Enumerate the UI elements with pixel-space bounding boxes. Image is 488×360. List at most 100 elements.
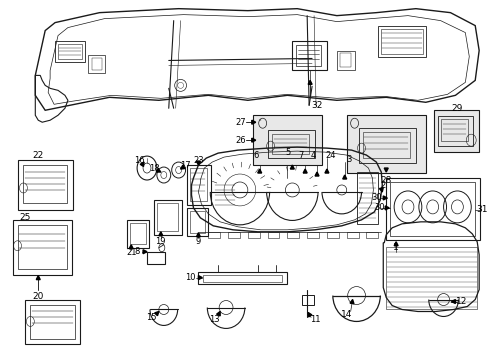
Text: 32: 32 — [311, 101, 322, 110]
Bar — [358, 128, 415, 163]
Bar — [23, 165, 67, 203]
Text: 8: 8 — [134, 247, 140, 256]
Bar — [58, 44, 81, 59]
Bar — [87, 55, 105, 73]
Text: 27: 27 — [235, 118, 246, 127]
Text: 16: 16 — [134, 156, 144, 165]
Text: 7: 7 — [298, 150, 303, 159]
Bar — [336, 50, 354, 71]
Bar — [198, 272, 287, 284]
Bar — [55, 41, 84, 62]
Bar — [437, 116, 472, 146]
Bar — [157, 203, 177, 231]
Bar — [227, 232, 240, 238]
Bar — [356, 172, 378, 224]
Bar — [91, 58, 102, 71]
Bar — [186, 165, 211, 205]
Bar — [389, 182, 474, 236]
Polygon shape — [290, 165, 294, 169]
Polygon shape — [196, 161, 200, 165]
Bar — [30, 305, 75, 339]
Bar — [366, 232, 378, 238]
Polygon shape — [251, 120, 255, 124]
Text: 18: 18 — [148, 163, 159, 172]
Polygon shape — [314, 172, 318, 176]
Polygon shape — [143, 250, 147, 254]
Bar — [346, 232, 358, 238]
Polygon shape — [307, 80, 311, 84]
Polygon shape — [196, 233, 200, 237]
Polygon shape — [180, 165, 184, 169]
Text: 21: 21 — [126, 248, 136, 257]
Polygon shape — [325, 169, 328, 173]
Bar — [130, 223, 146, 244]
Polygon shape — [379, 188, 383, 192]
Polygon shape — [303, 169, 306, 173]
Text: 24: 24 — [325, 150, 335, 159]
Text: 5: 5 — [285, 148, 290, 157]
Bar — [326, 232, 338, 238]
Text: 30: 30 — [370, 193, 381, 202]
Polygon shape — [216, 311, 220, 316]
Bar — [18, 225, 67, 269]
Polygon shape — [307, 312, 311, 317]
Bar — [339, 54, 350, 67]
Bar — [13, 220, 72, 275]
Bar — [378, 26, 425, 58]
Text: 1: 1 — [392, 243, 398, 252]
Bar — [386, 178, 479, 240]
Text: 9: 9 — [195, 237, 201, 246]
Text: 30: 30 — [373, 203, 384, 212]
Bar — [189, 168, 207, 201]
Polygon shape — [349, 300, 353, 304]
Polygon shape — [198, 276, 202, 280]
Bar — [208, 232, 220, 238]
Text: 2: 2 — [380, 181, 385, 190]
Polygon shape — [251, 138, 255, 142]
Text: 28: 28 — [380, 176, 391, 185]
Bar — [25, 300, 80, 345]
Text: 19: 19 — [155, 237, 166, 246]
Bar — [252, 115, 321, 165]
Text: 15: 15 — [145, 313, 156, 322]
Bar — [147, 252, 164, 264]
Text: 6: 6 — [253, 150, 258, 159]
Bar — [267, 130, 314, 158]
Text: 20: 20 — [33, 292, 44, 301]
Bar — [189, 211, 205, 233]
Bar — [346, 115, 425, 173]
Bar — [19, 160, 73, 210]
Bar — [247, 232, 259, 238]
Polygon shape — [383, 196, 386, 200]
Bar — [271, 134, 308, 154]
Text: 13: 13 — [208, 315, 219, 324]
Polygon shape — [154, 311, 159, 316]
Text: 12: 12 — [455, 297, 466, 306]
Polygon shape — [385, 206, 388, 210]
Polygon shape — [129, 245, 133, 249]
Text: 4: 4 — [310, 150, 315, 159]
Bar — [302, 294, 313, 305]
Text: 29: 29 — [451, 104, 462, 113]
Text: 3: 3 — [346, 154, 351, 163]
Bar — [386, 247, 476, 309]
Polygon shape — [393, 242, 397, 246]
Text: 11: 11 — [309, 315, 320, 324]
Bar — [292, 41, 326, 71]
Bar — [433, 110, 478, 152]
Bar — [287, 232, 299, 238]
Bar — [186, 208, 208, 236]
Bar — [296, 45, 320, 67]
Text: 23: 23 — [193, 156, 203, 165]
Polygon shape — [257, 169, 261, 173]
Polygon shape — [450, 300, 454, 303]
Polygon shape — [384, 168, 387, 172]
Polygon shape — [342, 175, 346, 179]
Text: 31: 31 — [475, 206, 487, 215]
Text: 14: 14 — [340, 310, 352, 319]
Bar — [203, 275, 282, 282]
Polygon shape — [159, 232, 163, 236]
Bar — [154, 200, 181, 235]
Text: °: ° — [258, 120, 261, 125]
Text: 22: 22 — [33, 150, 44, 159]
